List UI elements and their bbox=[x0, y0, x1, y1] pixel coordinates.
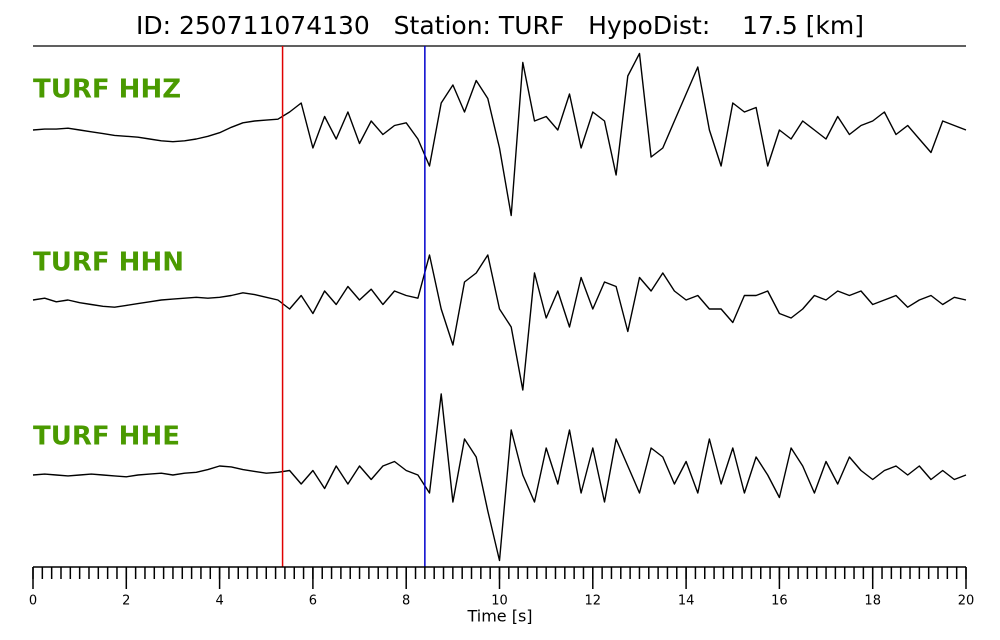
waveform bbox=[32, 52, 967, 217]
x-tick-label: 12 bbox=[585, 594, 602, 609]
waveform bbox=[32, 254, 967, 391]
x-tick-label: 2 bbox=[122, 594, 130, 609]
x-tick-label: 20 bbox=[958, 594, 975, 609]
x-tick-label: 6 bbox=[309, 594, 317, 609]
waveform bbox=[32, 393, 967, 562]
trace-label: TURF HHE bbox=[33, 422, 180, 452]
trace-label: TURF HHZ bbox=[33, 75, 181, 105]
x-tick-label: 4 bbox=[215, 594, 223, 609]
chart-title: ID: 250711074130 Station: TURF HypoDist:… bbox=[136, 11, 864, 40]
x-tick-label: 0 bbox=[29, 594, 37, 609]
x-tick-label: 18 bbox=[864, 594, 881, 609]
x-tick-label: 14 bbox=[678, 594, 695, 609]
x-tick-label: 10 bbox=[491, 594, 508, 609]
trace-label: TURF HHN bbox=[33, 248, 184, 278]
x-tick-label: 8 bbox=[402, 594, 410, 609]
x-tick-label: 16 bbox=[771, 594, 788, 609]
x-axis-label: Time [s] bbox=[466, 607, 532, 626]
